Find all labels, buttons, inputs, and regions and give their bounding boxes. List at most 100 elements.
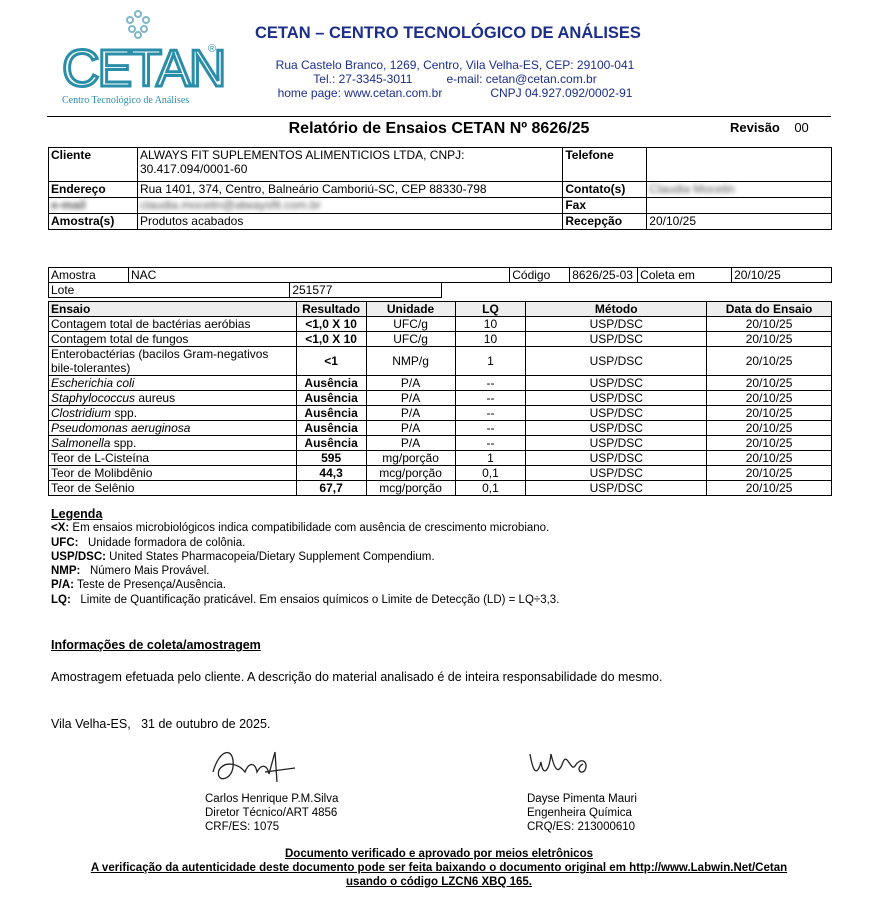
- footer-verification-link[interactable]: A verificação da autenticidade deste doc…: [90, 862, 788, 874]
- unit-cell: NMP/g: [365, 346, 456, 376]
- org-email: e-mail: cetan@cetan.com.br: [446, 72, 597, 86]
- results-row: Salmonella spp. Ausência P/A -- USP/DSC 20/10…: [48, 435, 832, 451]
- date-cell: 20/10/25: [706, 480, 832, 496]
- cliente-value: ALWAYS FIT SUPLEMENTOS ALIMENTICIOS LTDA…: [136, 147, 564, 182]
- sampling-text: Amostragem efetuada pelo cliente. A desc…: [51, 670, 663, 684]
- result-cell: <1,0 X 10: [295, 316, 367, 332]
- lq-cell: --: [454, 435, 527, 451]
- lote-table: Lote 251577: [47, 282, 442, 298]
- org-homepage: home page: www.cetan.com.br: [277, 86, 443, 100]
- svg-text:Centro Tecnológico de Análises: Centro Tecnológico de Análises: [62, 95, 189, 106]
- unit-cell: P/A: [365, 405, 456, 421]
- result-cell: 595: [295, 450, 367, 466]
- ensaio-cell: Pseudomonas aeruginosa: [48, 420, 297, 436]
- results-header-row: Ensaio Resultado Unidade LQ Método Data do En…: [48, 301, 832, 317]
- org-title: CETAN – CENTRO TECNOLÓGICO DE ANÁLISES: [255, 24, 641, 42]
- ensaio-cell: Contagem total de fungos: [48, 331, 297, 347]
- ensaio-cell: Teor de Selênio: [48, 480, 297, 496]
- recepcao-value: 20/10/25: [646, 213, 832, 230]
- method-cell: USP/DSC: [525, 346, 708, 376]
- legend-item: LQ: Limite de Quantificação praticável. …: [51, 593, 559, 607]
- date-cell: 20/10/25: [706, 390, 832, 406]
- endereco-value: Rua 1401, 374, Centro, Balneário Cambori…: [136, 181, 564, 198]
- lq-cell: --: [454, 390, 527, 406]
- lq-cell: 0,1: [454, 480, 527, 496]
- sampling-title: Informações de coleta/amostragem: [51, 638, 261, 652]
- results-row: Enterobactérias (bacilos Gram-negativos …: [48, 346, 832, 376]
- ensaio-name: Contagem total de fungos: [51, 332, 189, 346]
- ensaio-cell: Clostridium spp.: [48, 405, 297, 421]
- column-header: LQ: [454, 301, 527, 317]
- ensaio-cell: Staphylococcus aureus: [48, 390, 297, 406]
- ensaio-cell: Escherichia coli: [48, 375, 297, 391]
- ensaio-name: spp.: [110, 436, 137, 450]
- legend-item: <X: Em ensaios microbiológicos indica co…: [51, 521, 559, 535]
- date-cell: 20/10/25: [706, 435, 832, 451]
- ensaio-name: Teor de Molibdênio: [51, 466, 153, 480]
- coleta-value: 20/10/25: [731, 267, 832, 283]
- ensaio-name: Contagem total de bactérias aeróbias: [51, 317, 251, 331]
- method-cell: USP/DSC: [525, 390, 708, 406]
- unit-cell: P/A: [365, 435, 456, 451]
- lq-cell: --: [454, 405, 527, 421]
- legend-term: P/A:: [51, 579, 74, 592]
- legend-item: P/A: Teste de Presença/Ausência.: [51, 578, 559, 592]
- contato-label: Contato(s): [562, 181, 648, 198]
- ensaio-cell: Teor de Molibdênio: [48, 465, 297, 481]
- results-row: Teor de Selênio 67,7 mcg/porção 0,1 USP/DSC 2…: [48, 480, 832, 496]
- method-cell: USP/DSC: [525, 435, 708, 451]
- codigo-value: 8626/25-03: [569, 267, 639, 283]
- unit-cell: mcg/porção: [365, 465, 456, 481]
- legend-term: <X:: [51, 522, 70, 535]
- lq-cell: 1: [454, 346, 527, 376]
- sample-amostra-value: NAC: [127, 267, 511, 283]
- unit-cell: P/A: [365, 375, 456, 391]
- results-row: Contagem total de bactérias aeróbias <1,0…: [48, 316, 832, 332]
- cliente-label: Cliente: [48, 147, 138, 182]
- ensaio-italic: Pseudomonas aeruginosa: [51, 421, 191, 435]
- legend-item: USP/DSC: United States Pharmacopeia/Diet…: [51, 550, 559, 564]
- result-cell: 67,7: [295, 480, 367, 496]
- results-row: Teor de L-Cisteína 595 mg/porção 1 USP/DSC 20…: [48, 450, 832, 466]
- date-cell: 20/10/25: [706, 420, 832, 436]
- unit-cell: P/A: [365, 420, 456, 436]
- svg-text:CETAN: CETAN: [62, 40, 224, 98]
- method-cell: USP/DSC: [525, 420, 708, 436]
- cetan-logo: CETAN ® Centro Tecnológico de Análises: [60, 4, 228, 108]
- legend-term: LQ:: [51, 593, 71, 606]
- method-cell: USP/DSC: [525, 331, 708, 347]
- lq-cell: 10: [454, 331, 527, 347]
- footer-verified: Documento verificado e aprovado por meio…: [284, 848, 594, 860]
- email-label: e-mail: [48, 197, 138, 214]
- result-cell: Ausência: [295, 435, 367, 451]
- legend-text: Limite de Quantificação praticável. Em e…: [70, 593, 560, 606]
- unit-cell: P/A: [365, 390, 456, 406]
- legend-text: Número Mais Provável.: [80, 565, 210, 578]
- method-cell: USP/DSC: [525, 375, 708, 391]
- email-value: claudia.mocelin@alwaysfit.com.br: [136, 197, 564, 214]
- result-cell: Ausência: [295, 420, 367, 436]
- method-cell: USP/DSC: [525, 465, 708, 481]
- report-title: Relatório de Ensaios CETAN Nº 8626/25: [288, 120, 590, 137]
- coleta-label: Coleta em: [637, 267, 733, 283]
- legend-text: United States Pharmacopeia/Dietary Suppl…: [105, 550, 435, 563]
- unit-cell: UFC/g: [365, 331, 456, 347]
- results-row: Staphylococcus aureus Ausência P/A -- USP/DS…: [48, 390, 832, 406]
- org-phone: Tel.: 27-3345-3011: [313, 72, 413, 86]
- method-cell: USP/DSC: [525, 316, 708, 332]
- revision: Revisão 00: [730, 120, 809, 135]
- revision-value: 00: [794, 120, 809, 135]
- signatory-1-role: Diretor Técnico/ART 4856: [205, 807, 338, 819]
- ensaio-italic: Clostridium: [51, 406, 112, 420]
- column-header: Data do Ensaio: [706, 301, 832, 317]
- divider: [47, 116, 831, 117]
- date-cell: 20/10/25: [706, 465, 832, 481]
- lq-cell: 10: [454, 316, 527, 332]
- results-row: Contagem total de fungos <1,0 X 10 UFC/g 10…: [48, 331, 832, 347]
- lote-label: Lote: [47, 282, 291, 298]
- client-table: Cliente ALWAYS FIT SUPLEMENTOS ALIMENTICI…: [48, 147, 832, 230]
- column-header: Unidade: [365, 301, 456, 317]
- legend-item: NMP: Número Mais Provável.: [51, 564, 559, 578]
- ensaio-cell: Salmonella spp.: [48, 435, 297, 451]
- legend-text: Teste de Presença/Ausência.: [74, 579, 226, 592]
